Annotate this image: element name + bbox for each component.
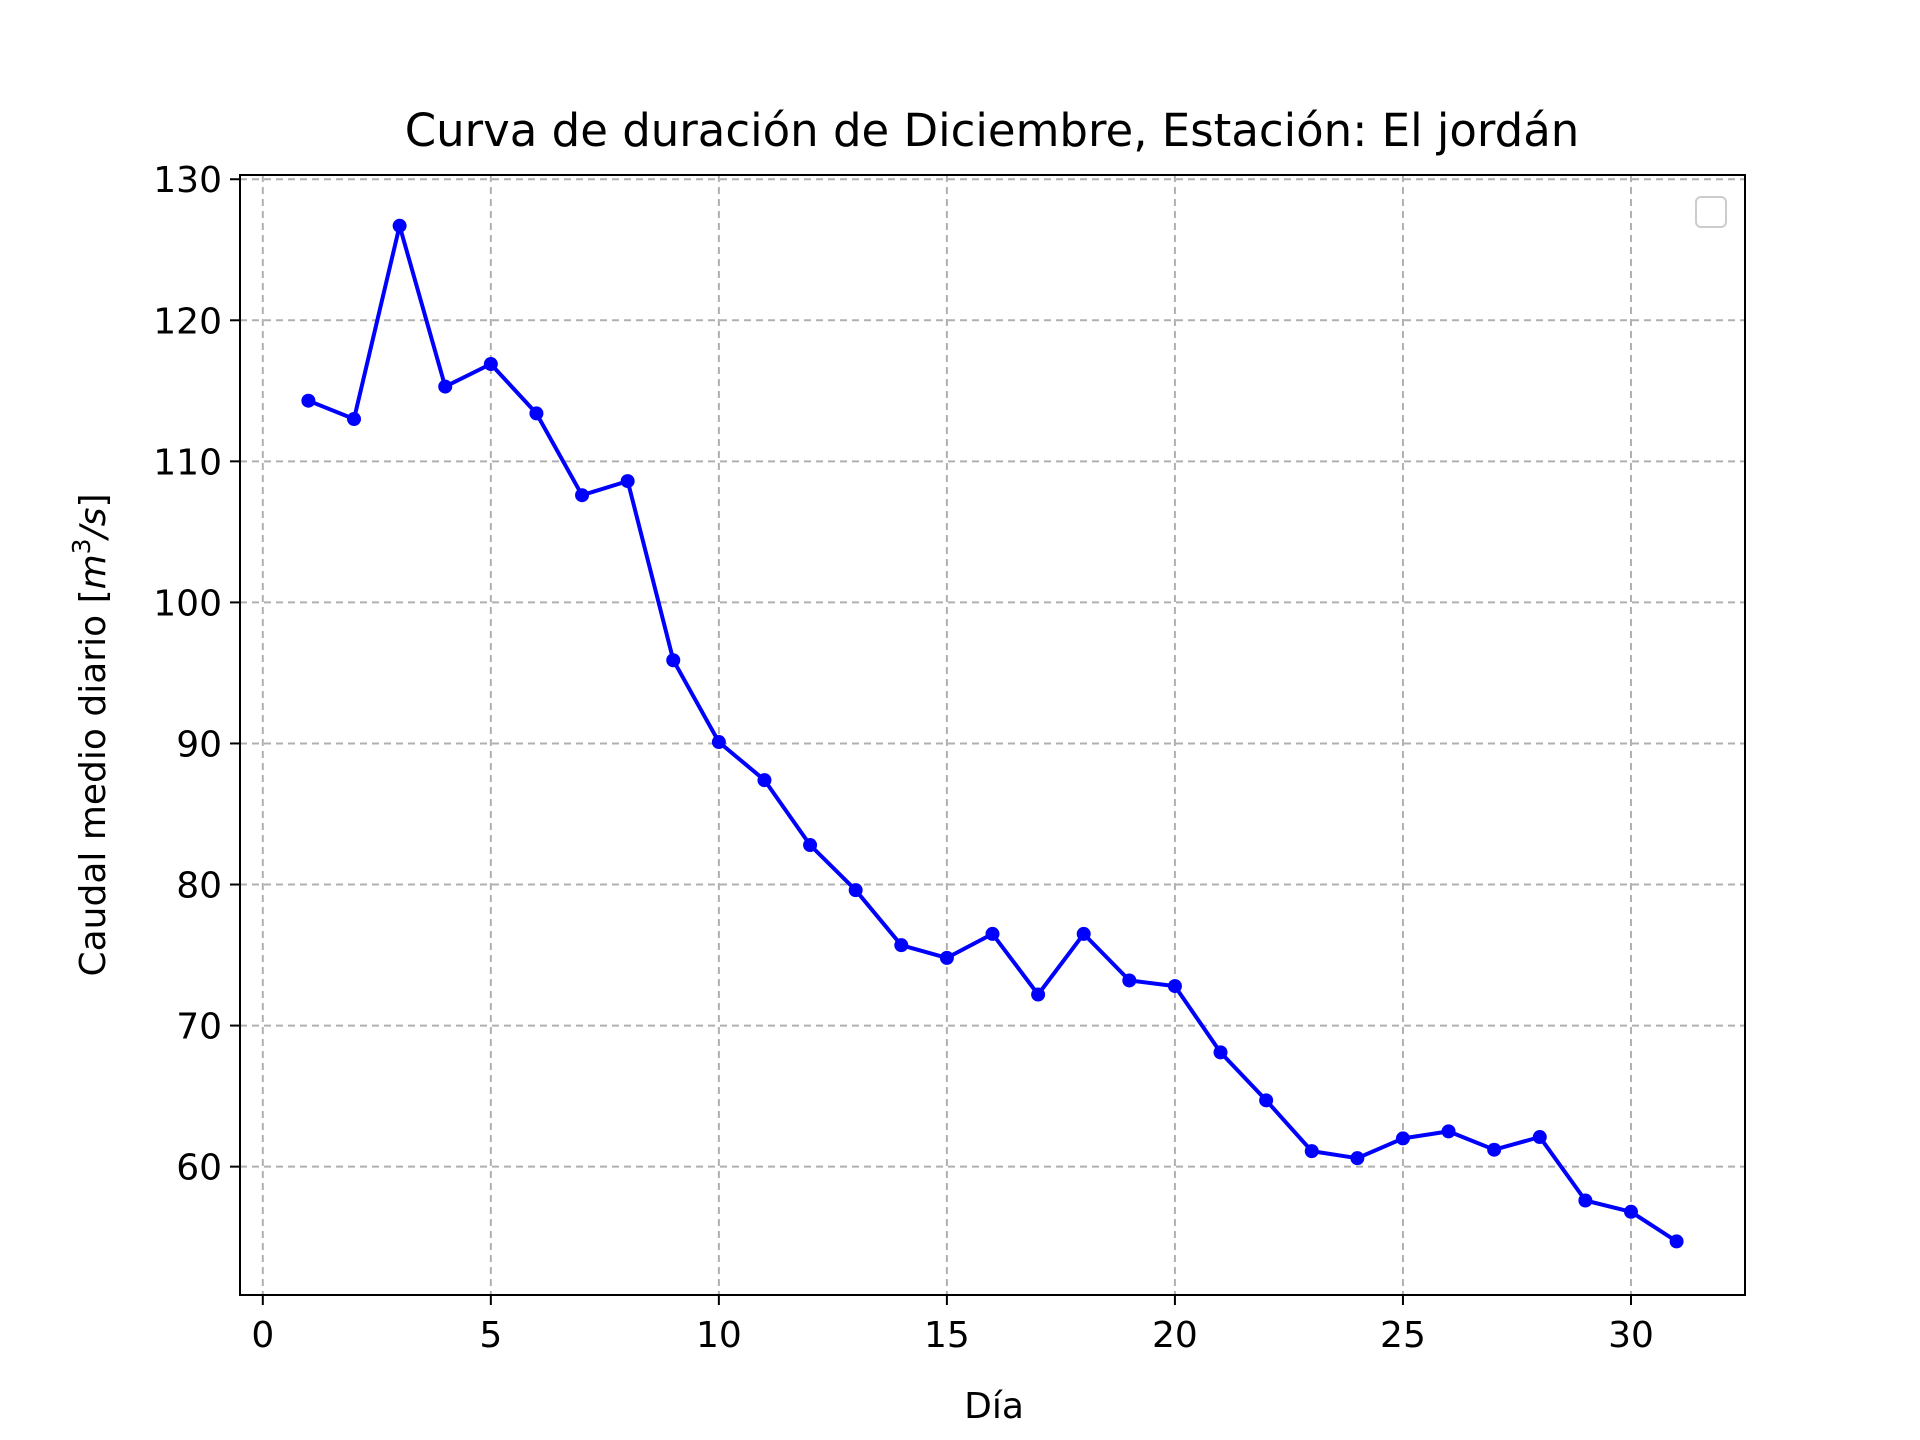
data-point — [392, 218, 407, 233]
data-point — [803, 838, 818, 853]
series-layer — [301, 218, 1684, 1249]
y-axis-label: Caudal medio diario [m3/s] — [67, 493, 114, 976]
data-point — [1623, 1204, 1638, 1219]
series-line — [307, 223, 1678, 1244]
data-point — [1441, 1124, 1456, 1139]
data-point — [1076, 926, 1091, 941]
data-point — [301, 393, 316, 408]
y-tick-label: 110 — [153, 442, 222, 483]
data-point — [1669, 1234, 1684, 1249]
data-point — [666, 653, 681, 668]
data-point — [939, 950, 954, 965]
y-axis-label-exponent: 3 — [67, 538, 96, 554]
y-tick-label: 80 — [176, 866, 222, 907]
data-point — [1532, 1130, 1547, 1145]
x-tick-label: 15 — [924, 1315, 970, 1356]
data-point — [620, 474, 635, 489]
data-point — [1487, 1142, 1502, 1157]
y-axis-label-unit: m — [73, 554, 114, 589]
y-tick-label: 70 — [176, 1007, 222, 1048]
data-point — [1259, 1093, 1274, 1108]
data-point — [1304, 1144, 1319, 1159]
data-point — [438, 379, 453, 394]
plot-frame — [239, 174, 1746, 1296]
y-tick-label: 120 — [153, 301, 222, 342]
y-tick-label: 90 — [176, 724, 222, 765]
data-point — [985, 926, 1000, 941]
y-tick-label: 130 — [153, 160, 222, 201]
data-point — [1578, 1193, 1593, 1208]
data-point — [711, 735, 726, 750]
x-tick-label: 5 — [479, 1315, 502, 1356]
x-tick-label: 10 — [696, 1315, 742, 1356]
y-tick-label: 100 — [153, 583, 222, 624]
data-point — [1213, 1045, 1228, 1060]
x-tick-label: 20 — [1152, 1315, 1198, 1356]
data-point — [1350, 1151, 1365, 1166]
x-tick-label: 30 — [1608, 1315, 1654, 1356]
data-point — [1031, 987, 1046, 1002]
data-point — [894, 938, 909, 953]
legend-box — [1695, 196, 1727, 228]
data-point — [483, 357, 498, 372]
x-axis-label: Día — [964, 1386, 1024, 1427]
y-tick-label: 60 — [176, 1148, 222, 1189]
y-axis-label-close: ] — [73, 493, 114, 507]
data-point — [757, 773, 772, 788]
data-point — [575, 488, 590, 503]
x-tick-label: 0 — [251, 1315, 274, 1356]
grid-layer — [240, 175, 1745, 1295]
data-point — [529, 406, 544, 421]
tick-layer: 0 5 10 15 20 25 30 60 70 80 90 100 110 120 130 — [153, 160, 1654, 1356]
data-point — [1395, 1131, 1410, 1146]
y-axis-label-unit-rest: /s — [73, 508, 114, 542]
y-axis-label-main: Caudal medio diario [ — [73, 589, 114, 976]
data-point — [347, 412, 362, 427]
data-point — [848, 883, 863, 898]
chart-title: Curva de duración de Diciembre, Estación… — [405, 104, 1580, 157]
x-tick-label: 25 — [1380, 1315, 1426, 1356]
data-point — [1167, 979, 1182, 994]
data-point — [1122, 973, 1137, 988]
